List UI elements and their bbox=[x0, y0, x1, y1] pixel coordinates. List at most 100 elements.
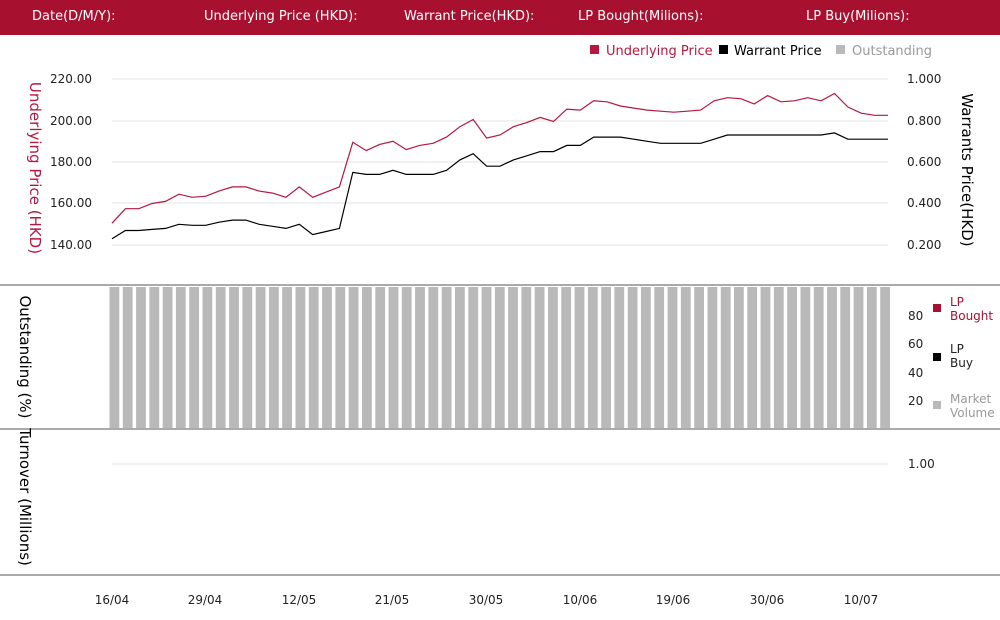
legend-swatch-underlying bbox=[590, 45, 599, 54]
outstanding-bar bbox=[415, 287, 425, 428]
outstanding-bar bbox=[388, 287, 399, 428]
x-tick: 21/05 bbox=[375, 593, 410, 607]
outstanding-bar bbox=[109, 287, 120, 428]
x-tick: 30/06 bbox=[750, 593, 785, 607]
x-tick: 30/05 bbox=[469, 593, 504, 607]
outstanding-bar bbox=[654, 287, 665, 428]
outstanding-bar bbox=[561, 287, 572, 428]
warrant-price-line bbox=[111, 132, 888, 240]
outstanding-bar bbox=[122, 287, 133, 428]
outstanding-bar bbox=[880, 287, 890, 428]
header-bar: Date(D/M/Y): Underlying Price (HKD): War… bbox=[0, 0, 1000, 35]
x-tick: 12/05 bbox=[282, 593, 317, 607]
outstanding-bar bbox=[587, 287, 598, 428]
price-grid bbox=[112, 78, 888, 246]
legend-swatch-lp-bought bbox=[933, 304, 941, 312]
underlying-price-line bbox=[111, 92, 888, 224]
x-tick: 10/07 bbox=[844, 593, 879, 607]
outstanding-bar bbox=[428, 287, 439, 428]
left-y-tick: 220.00 bbox=[50, 72, 92, 86]
legend-warrant: Warrant Price bbox=[734, 44, 822, 59]
outstanding-bar bbox=[747, 287, 758, 428]
outstanding-bar bbox=[627, 287, 638, 428]
outstanding-bar bbox=[827, 287, 837, 428]
outstanding-bar bbox=[242, 287, 253, 428]
outstanding-bar bbox=[707, 287, 718, 428]
outstanding-bar bbox=[760, 287, 771, 428]
outstanding-bar bbox=[800, 287, 811, 428]
left-y-title-line1: Underlying Price (HKD) bbox=[26, 82, 44, 254]
left-y-tick: 200.00 bbox=[50, 114, 92, 128]
outstanding-bar bbox=[840, 287, 851, 428]
outstanding-bar bbox=[813, 287, 824, 428]
legend-lp-bought: LP Bought bbox=[950, 295, 993, 323]
outstanding-bar bbox=[149, 287, 160, 428]
outstanding-bar bbox=[614, 287, 625, 428]
left-y-tick: 180.00 bbox=[50, 155, 92, 169]
outstanding-bar bbox=[494, 287, 505, 428]
outstanding-bar bbox=[468, 287, 479, 428]
left-y-tick: 160.00 bbox=[50, 196, 92, 210]
left-y-tick: 140.00 bbox=[50, 238, 92, 252]
outstanding-bar bbox=[255, 287, 266, 428]
outstanding-bar bbox=[229, 287, 239, 428]
outstanding-bar bbox=[734, 287, 744, 428]
outstanding-legend: LP Bought LP Buy Market Volume bbox=[933, 295, 995, 420]
legend-swatch-outstanding bbox=[836, 45, 845, 54]
outstanding-bar bbox=[215, 287, 226, 428]
outstanding-bar bbox=[534, 287, 545, 428]
outstanding-bar bbox=[295, 287, 306, 428]
right-y-axis-title: Warrants Price(HKD) bbox=[958, 93, 976, 246]
right-y-tick: 0.400 bbox=[907, 196, 941, 210]
legend-swatch-market-volume bbox=[933, 401, 941, 409]
x-tick: 16/04 bbox=[95, 593, 130, 607]
turnover-axis-title: Turnover (Millions) bbox=[16, 427, 34, 566]
right-y-ticks: 1.000 0.800 0.600 0.400 0.200 bbox=[907, 72, 941, 252]
outstanding-bar bbox=[455, 287, 465, 428]
right-y-tick: 1.000 bbox=[907, 72, 941, 86]
outstanding-bar bbox=[202, 287, 213, 428]
legend-market-volume: Market Volume bbox=[950, 392, 995, 420]
outstanding-bar bbox=[175, 287, 186, 428]
outstanding-bar bbox=[694, 287, 704, 428]
outstanding-bar bbox=[601, 287, 611, 428]
chart: 220.00 200.00 180.00 160.00 140.00 1.000… bbox=[0, 44, 1000, 607]
outstanding-bar bbox=[521, 287, 532, 428]
outstanding-bar bbox=[720, 287, 731, 428]
right-y-tick: 0.800 bbox=[907, 114, 941, 128]
x-axis-ticks: 16/04 29/04 12/05 21/05 30/05 10/06 19/0… bbox=[95, 593, 879, 607]
price-legend: Underlying Price Warrant Price Outstandi… bbox=[590, 44, 932, 59]
outstanding-axis-title: Outstanding (%) bbox=[16, 295, 34, 418]
outstanding-bar bbox=[362, 287, 372, 428]
x-tick: 29/04 bbox=[188, 593, 223, 607]
legend-swatch-lp-buy bbox=[933, 353, 941, 361]
header-date-label: Date(D/M/Y): bbox=[32, 9, 116, 24]
outstanding-bar bbox=[866, 287, 877, 428]
outstanding-bar bbox=[441, 287, 452, 428]
x-tick: 19/06 bbox=[656, 593, 691, 607]
outstanding-bar bbox=[548, 287, 558, 428]
left-y-ticks: 220.00 200.00 180.00 160.00 140.00 bbox=[50, 72, 92, 252]
outstanding-y-tick: 60 bbox=[908, 337, 923, 351]
outstanding-bar bbox=[136, 287, 146, 428]
header-underlying-label: Underlying Price (HKD): bbox=[204, 9, 358, 24]
outstanding-bar bbox=[853, 287, 864, 428]
outstanding-bar bbox=[401, 287, 412, 428]
legend-outstanding: Outstanding bbox=[852, 44, 932, 59]
outstanding-bar bbox=[308, 287, 319, 428]
outstanding-bar bbox=[335, 287, 346, 428]
outstanding-bar bbox=[375, 287, 386, 428]
outstanding-bar bbox=[574, 287, 585, 428]
legend-underlying: Underlying Price bbox=[606, 44, 713, 59]
outstanding-bar bbox=[348, 287, 359, 428]
header-warrant-label: Warrant Price(HKD): bbox=[404, 9, 535, 24]
outstanding-bar bbox=[680, 287, 691, 428]
left-y-axis-title: Underlying Price (HKD) bbox=[26, 82, 44, 254]
outstanding-y-tick: 20 bbox=[908, 394, 923, 408]
outstanding-bar bbox=[269, 287, 279, 428]
header-lp-buy-label: LP Buy(Milions): bbox=[806, 9, 910, 24]
outstanding-bar bbox=[322, 287, 332, 428]
x-tick: 10/06 bbox=[563, 593, 598, 607]
legend-lp-buy: LP Buy bbox=[950, 342, 973, 370]
outstanding-bar bbox=[508, 287, 518, 428]
